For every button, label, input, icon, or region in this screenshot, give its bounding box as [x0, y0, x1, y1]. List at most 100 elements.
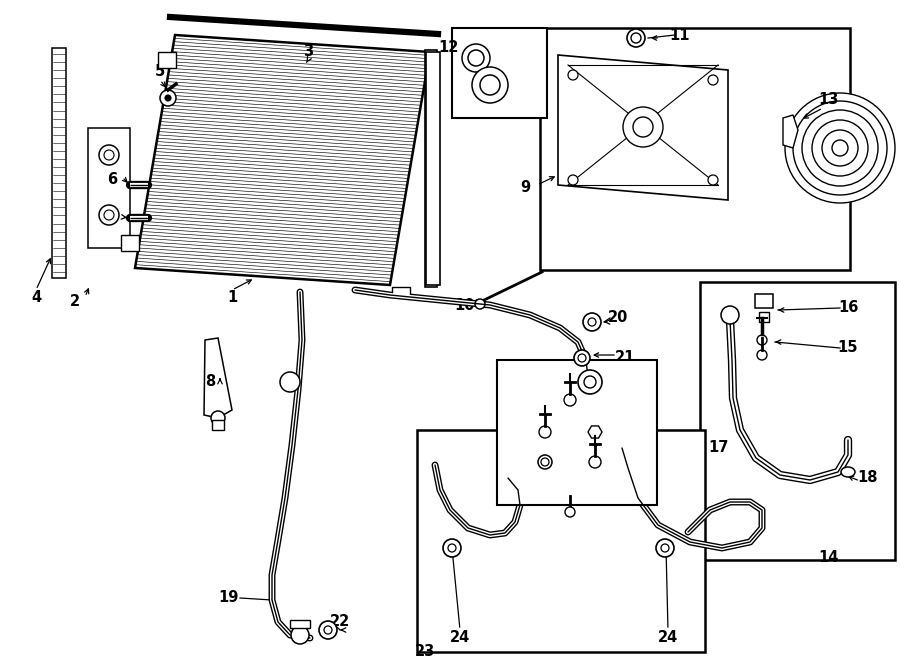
Circle shape	[565, 507, 575, 517]
Polygon shape	[588, 426, 602, 438]
Text: 28: 28	[500, 481, 520, 496]
Circle shape	[160, 90, 176, 106]
Bar	[759, 312, 769, 322]
Text: 5: 5	[155, 65, 165, 79]
Ellipse shape	[841, 467, 855, 477]
Circle shape	[656, 539, 674, 557]
Text: 17: 17	[707, 440, 728, 455]
Bar	[158, 52, 176, 68]
Circle shape	[480, 75, 500, 95]
Circle shape	[661, 544, 669, 552]
Circle shape	[578, 354, 586, 362]
Circle shape	[99, 205, 119, 225]
Bar	[426, 52, 440, 285]
Polygon shape	[52, 48, 66, 278]
Bar	[290, 620, 310, 628]
Circle shape	[280, 372, 300, 392]
Text: 24: 24	[450, 631, 470, 646]
Circle shape	[462, 44, 490, 72]
Circle shape	[165, 95, 171, 101]
Circle shape	[583, 313, 601, 331]
Circle shape	[633, 117, 653, 137]
Circle shape	[472, 67, 508, 103]
Text: 2: 2	[70, 295, 80, 309]
Circle shape	[589, 456, 601, 468]
Circle shape	[448, 544, 456, 552]
Text: 12: 12	[437, 40, 458, 56]
Polygon shape	[558, 55, 728, 200]
Text: 18: 18	[858, 471, 878, 485]
Circle shape	[757, 335, 767, 345]
Circle shape	[588, 318, 596, 326]
Circle shape	[623, 107, 663, 147]
Bar	[755, 294, 773, 308]
Bar	[425, 50, 437, 287]
Text: 21: 21	[615, 350, 635, 366]
Bar	[497, 360, 657, 505]
Text: 3: 3	[303, 44, 313, 59]
Circle shape	[627, 29, 645, 47]
Bar	[452, 28, 547, 118]
Circle shape	[291, 626, 309, 644]
Text: 15: 15	[838, 340, 859, 356]
Circle shape	[541, 458, 549, 466]
Circle shape	[708, 75, 718, 85]
Polygon shape	[204, 338, 232, 418]
Circle shape	[574, 350, 590, 366]
Text: 13: 13	[818, 93, 838, 108]
Bar	[212, 420, 224, 430]
Circle shape	[578, 370, 602, 394]
Text: 24: 24	[658, 631, 678, 646]
Circle shape	[568, 70, 578, 80]
Bar	[121, 235, 139, 251]
Text: 4: 4	[31, 290, 41, 305]
Circle shape	[822, 130, 858, 166]
Text: 19: 19	[218, 590, 238, 605]
Polygon shape	[135, 35, 430, 285]
Text: 16: 16	[838, 301, 859, 315]
Bar	[392, 287, 410, 297]
Text: 29: 29	[612, 424, 632, 440]
Text: 25: 25	[612, 481, 632, 496]
Text: 6: 6	[107, 173, 117, 188]
Text: 9: 9	[520, 180, 530, 196]
Circle shape	[721, 306, 739, 324]
Circle shape	[708, 175, 718, 185]
Text: 23: 23	[415, 644, 435, 660]
Text: 22: 22	[330, 615, 350, 629]
Circle shape	[539, 426, 551, 438]
Polygon shape	[88, 128, 130, 248]
Text: 14: 14	[818, 551, 838, 566]
Circle shape	[468, 50, 484, 66]
Circle shape	[443, 539, 461, 557]
Circle shape	[832, 140, 848, 156]
Text: 26: 26	[608, 453, 628, 467]
Circle shape	[568, 175, 578, 185]
Circle shape	[99, 145, 119, 165]
Circle shape	[812, 120, 868, 176]
Circle shape	[793, 101, 887, 195]
Bar	[417, 430, 705, 652]
Circle shape	[757, 350, 767, 360]
Bar	[700, 282, 895, 560]
Circle shape	[319, 621, 337, 639]
Circle shape	[564, 394, 576, 406]
Circle shape	[584, 376, 596, 388]
Circle shape	[475, 299, 485, 309]
Text: 27: 27	[500, 453, 520, 467]
Text: 20: 20	[608, 311, 628, 325]
Circle shape	[538, 455, 552, 469]
Circle shape	[104, 210, 114, 220]
Text: 11: 11	[670, 28, 690, 42]
Circle shape	[324, 626, 332, 634]
Circle shape	[104, 150, 114, 160]
Text: 10: 10	[454, 297, 475, 313]
Circle shape	[785, 93, 895, 203]
Bar	[540, 28, 850, 270]
Text: 8: 8	[205, 375, 215, 389]
Circle shape	[802, 110, 878, 186]
Circle shape	[211, 411, 225, 425]
Circle shape	[631, 33, 641, 43]
Text: 7: 7	[107, 212, 117, 227]
Text: 1: 1	[227, 290, 237, 305]
